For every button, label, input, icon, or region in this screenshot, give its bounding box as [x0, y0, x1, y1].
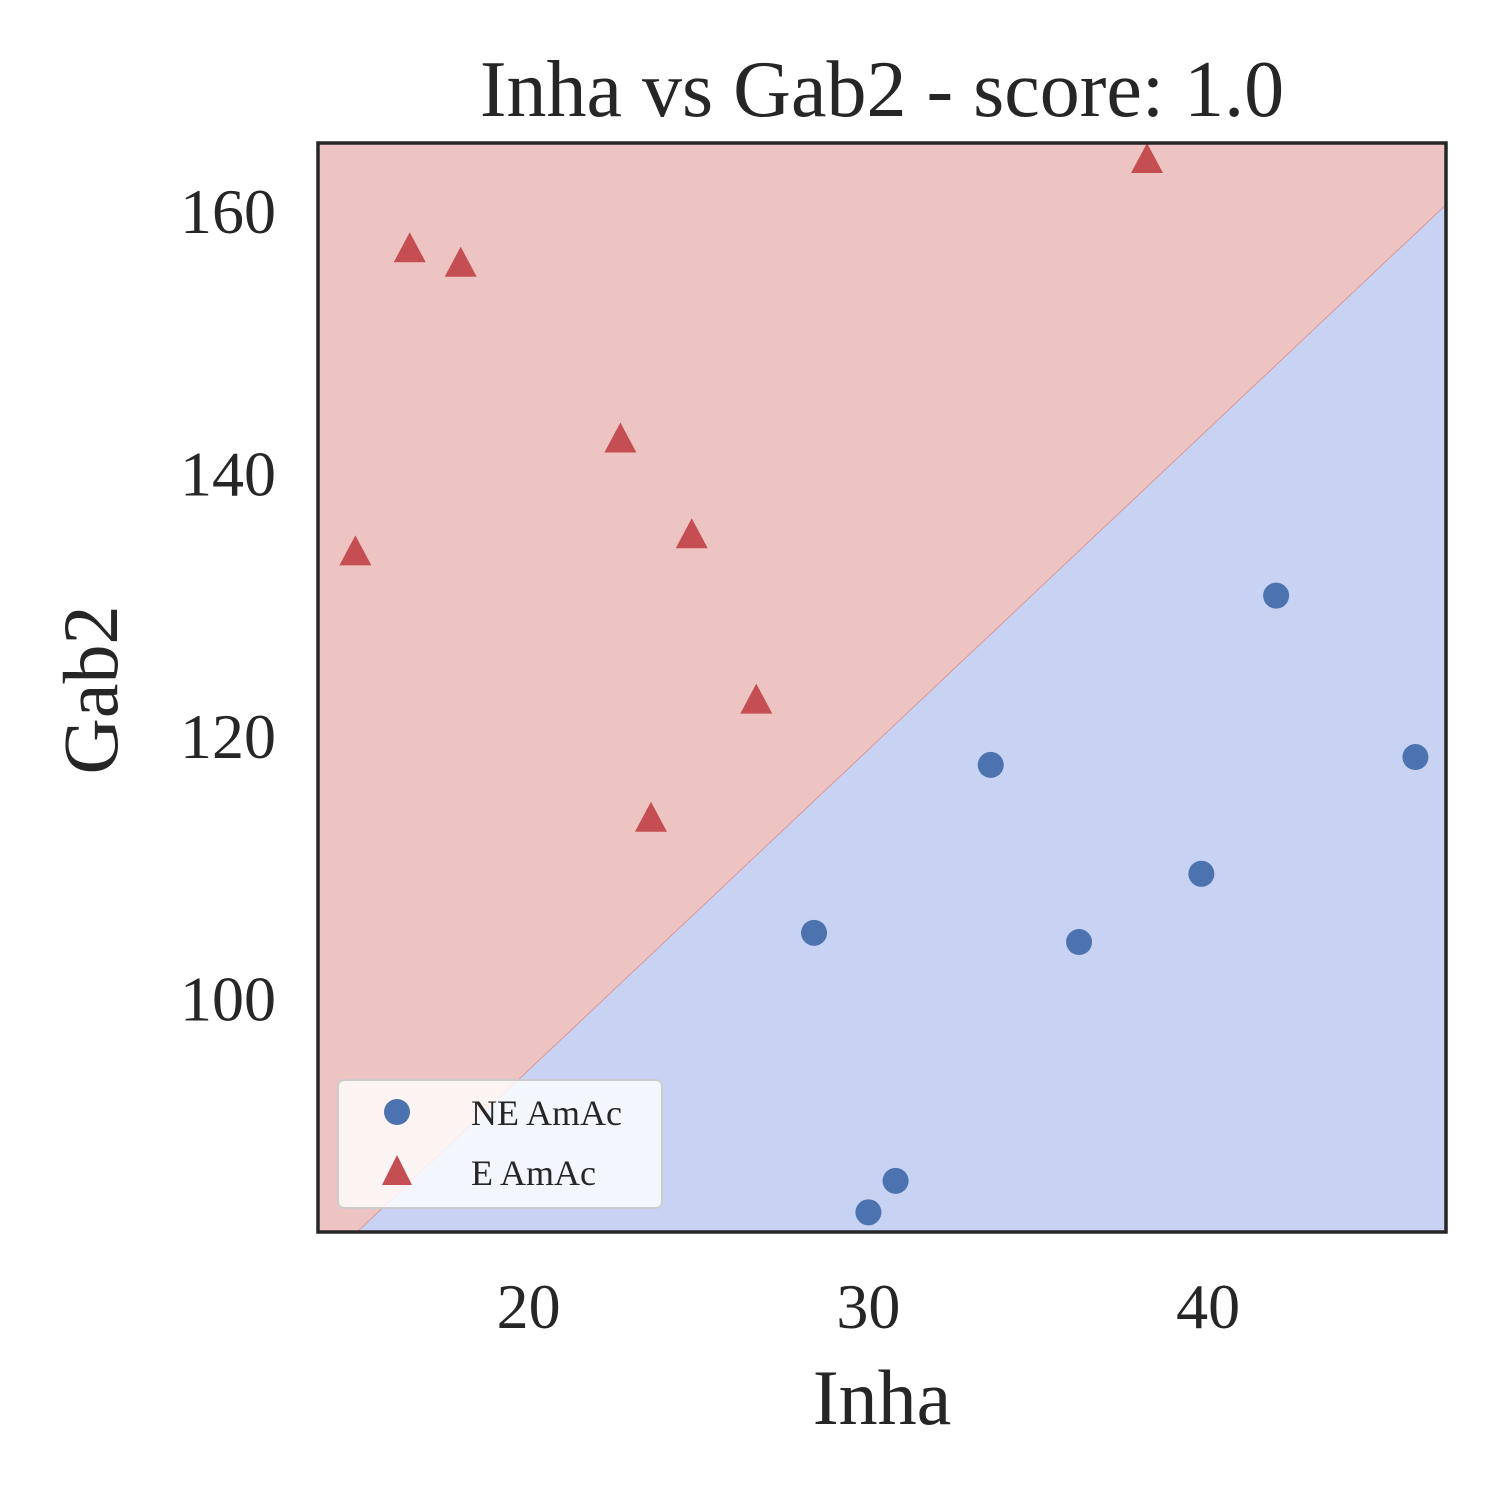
point-e-amac-4	[675, 518, 708, 549]
legend: NE AmAc E AmAc	[337, 1079, 663, 1209]
region-e-amac	[318, 143, 1446, 1232]
point-e-amac-0	[393, 232, 426, 263]
x-axis-label: Inha	[813, 1354, 952, 1441]
plot-frame	[316, 141, 1448, 1234]
y-tick-label-120: 120	[180, 701, 276, 772]
y-axis-label: Gab2	[47, 606, 134, 775]
point-ne-amac-2	[977, 751, 1004, 778]
point-ne-amac-7	[855, 1199, 882, 1226]
point-e-amac-2	[339, 535, 372, 566]
x-tick-label-40: 40	[1176, 1271, 1240, 1342]
point-ne-amac-6	[882, 1167, 909, 1194]
point-ne-amac-4	[1263, 582, 1290, 609]
point-e-amac-5	[740, 683, 773, 714]
legend-marker-ne-amac	[384, 1099, 410, 1125]
point-ne-amac-5	[1402, 744, 1429, 771]
point-e-amac-3	[604, 422, 637, 453]
legend-box	[337, 1079, 663, 1209]
x-tick-label-20: 20	[497, 1271, 561, 1342]
point-e-amac-6	[634, 801, 667, 832]
chart-title: Inha vs Gab2 - score: 1.0	[480, 46, 1284, 134]
plot-area	[318, 143, 1446, 1232]
point-ne-amac-3	[1188, 860, 1215, 887]
data-points	[339, 143, 1429, 1226]
x-tick-label-30: 30	[836, 1271, 900, 1342]
point-ne-amac-1	[1066, 929, 1093, 956]
point-e-amac-7	[1131, 143, 1164, 174]
y-axis-ticks: 100 120 140 160	[180, 176, 276, 1034]
legend-marker-e-amac	[382, 1155, 412, 1185]
y-tick-label-140: 140	[180, 439, 276, 510]
legend-label-e-amac: E AmAc	[471, 1153, 596, 1193]
point-e-amac-1	[444, 246, 477, 277]
legend-label-ne-amac: NE AmAc	[471, 1093, 622, 1133]
x-axis-ticks: 20 30 40	[497, 1271, 1241, 1342]
y-tick-label-160: 160	[180, 176, 276, 247]
point-ne-amac-0	[801, 919, 828, 946]
y-tick-label-100: 100	[180, 963, 276, 1034]
